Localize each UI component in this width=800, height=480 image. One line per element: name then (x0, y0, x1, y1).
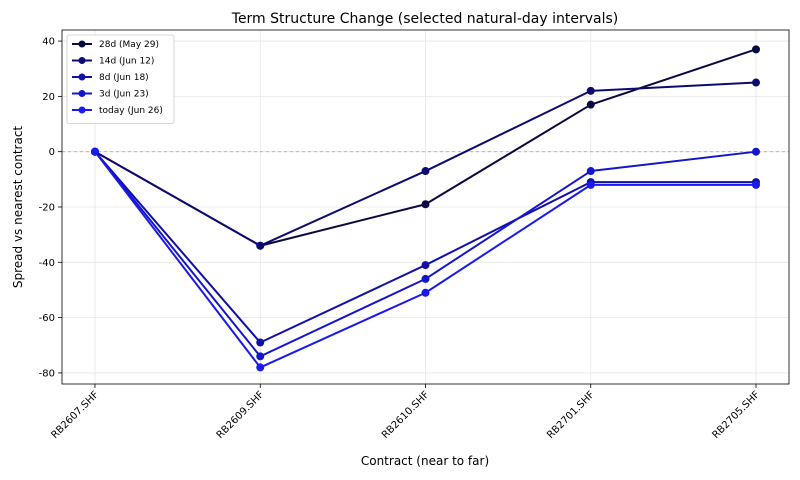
data-point (421, 261, 430, 270)
y-tick-label: -80 (39, 368, 55, 379)
legend-box (66, 34, 175, 124)
data-point (752, 78, 760, 87)
data-point (256, 241, 265, 250)
chart-title: Term Structure Change (selected natural-… (231, 11, 618, 27)
data-point (421, 167, 430, 176)
legend-swatch-marker (78, 90, 86, 97)
data-point (256, 338, 265, 347)
data-point (421, 288, 430, 297)
y-tick-label: -40 (39, 258, 55, 269)
data-point (256, 363, 265, 372)
legend-swatch-marker (78, 57, 86, 64)
legend-label: 14d (Jun 12) (99, 57, 154, 67)
data-point (752, 45, 760, 54)
legend-swatch-marker (78, 40, 86, 48)
y-tick-label: -20 (39, 203, 55, 214)
legend-item: 28d (May 29) (72, 40, 159, 50)
legend-item: 14d (Jun 12) (72, 57, 154, 67)
legend-label: 3d (Jun 23) (99, 90, 149, 100)
data-point (421, 200, 430, 209)
legend-label: today (Jun 26) (99, 106, 163, 116)
data-point (586, 180, 595, 189)
data-point (256, 352, 265, 361)
data-point (91, 147, 99, 156)
legend-item: 8d (Jun 18) (72, 73, 149, 83)
data-point (586, 167, 595, 176)
legend-label: 8d (Jun 18) (99, 73, 149, 83)
legend-item: today (Jun 26) (72, 106, 163, 116)
y-tick-label: 0 (49, 147, 55, 158)
data-point (421, 274, 430, 283)
data-point (586, 86, 595, 95)
series-4 (91, 147, 760, 372)
legend-item: 3d (Jun 23) (72, 90, 149, 100)
y-tick-label: 20 (42, 92, 55, 103)
y-tick-label: -60 (39, 313, 55, 324)
legend-swatch-marker (78, 73, 86, 81)
legend-swatch-marker (78, 106, 86, 114)
series-layer (91, 45, 760, 372)
legend: 28d (May 29) 14d (Jun 12) 8d (Jun 18) 3d (J… (66, 34, 175, 124)
y-axis-label: Spread vs nearest contract (11, 126, 25, 289)
x-axis-label: Contract (near to far) (361, 454, 489, 468)
y-tick-label: 40 (42, 37, 55, 48)
data-point (586, 100, 595, 109)
y-axis: -80 -60 -40 -20 0 20 40 (39, 37, 62, 379)
legend-label: 28d (May 29) (99, 40, 159, 50)
data-point (752, 147, 760, 156)
data-point (752, 180, 760, 189)
